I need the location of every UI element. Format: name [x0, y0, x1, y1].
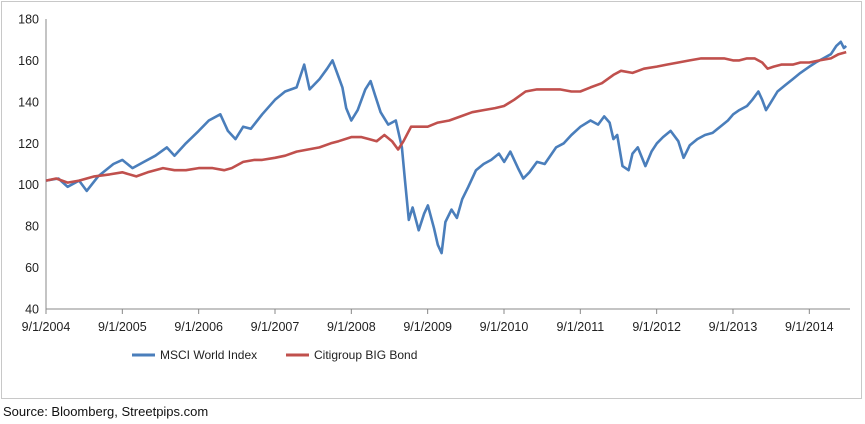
x-tick-label: 9/1/2004: [22, 320, 71, 334]
chart-frame: 40 60 80 100 120 140 160 180 9/1/2004 9/1/2005 9/…: [1, 1, 862, 399]
series-lines: [45, 40, 848, 255]
y-tick-label: 120: [18, 137, 39, 151]
y-tick-label: 60: [25, 261, 39, 275]
x-axis-tick-marks: [45, 309, 810, 314]
y-tick-label: 160: [18, 54, 39, 68]
legend-label-msci-world: MSCI World Index: [160, 348, 257, 362]
source-note: Source: Bloomberg, Streetpips.com: [3, 404, 209, 419]
y-axis-tick-labels: 40 60 80 100 120 140 160 180: [18, 13, 39, 317]
x-tick-label: 9/1/2012: [632, 320, 681, 334]
x-tick-label: 9/1/2008: [327, 320, 376, 334]
x-tick-label: 9/1/2006: [174, 320, 223, 334]
y-tick-label: 80: [25, 220, 39, 234]
series-line-citigroup-big-bond: [45, 50, 847, 184]
x-tick-label: 9/1/2011: [556, 320, 604, 334]
x-tick-label: 9/1/2013: [709, 320, 758, 334]
x-tick-label: 9/1/2005: [98, 320, 147, 334]
x-axis-tick-labels: 9/1/2004 9/1/2005 9/1/2006 9/1/2007 9/1/2008…: [22, 320, 834, 334]
y-tick-label: 140: [18, 95, 39, 109]
y-tick-label: 40: [25, 303, 39, 317]
y-tick-label: 180: [18, 13, 39, 27]
x-tick-label: 9/1/2010: [480, 320, 529, 334]
legend-label-citigroup-big-bond: Citigroup BIG Bond: [314, 348, 417, 362]
x-tick-label: 9/1/2009: [403, 320, 452, 334]
y-tick-label: 100: [18, 178, 39, 192]
series-line-msci-world: [45, 40, 848, 255]
x-tick-label: 9/1/2014: [785, 320, 834, 334]
x-tick-label: 9/1/2007: [251, 320, 300, 334]
legend: MSCI World Index Citigroup BIG Bond: [132, 348, 417, 362]
